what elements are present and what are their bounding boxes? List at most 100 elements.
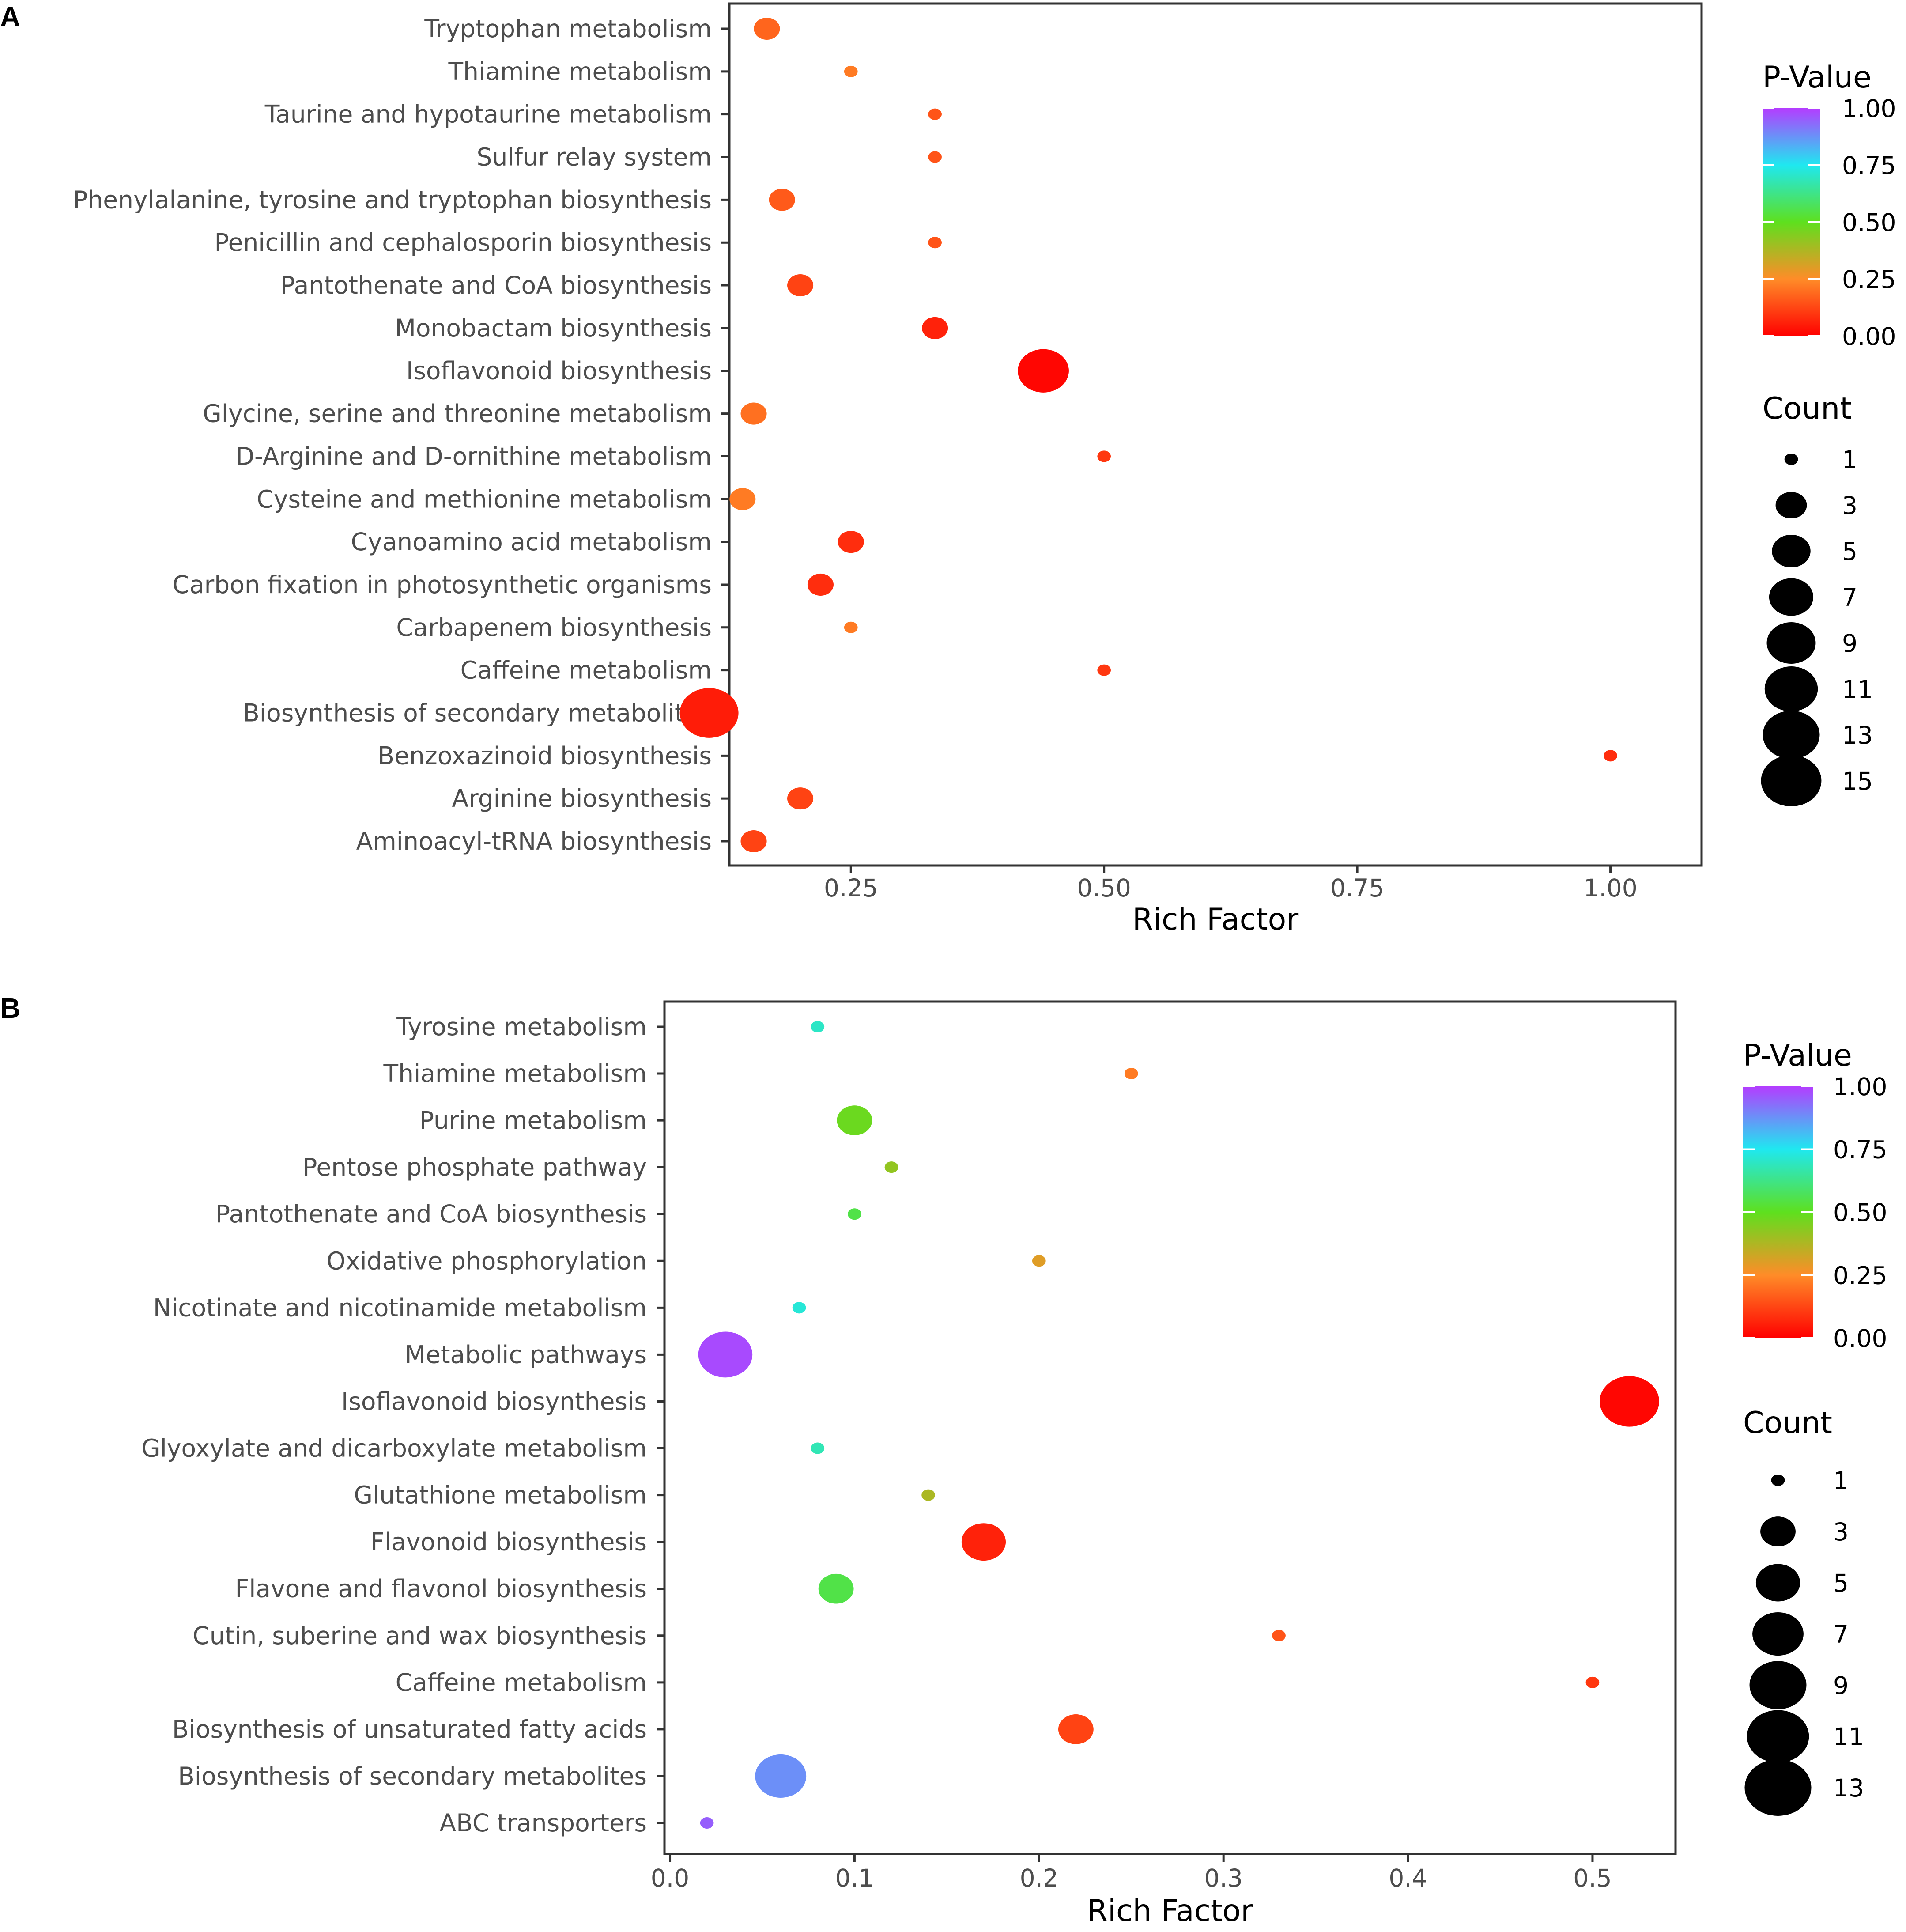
size-legend-label: 13 — [1833, 1774, 1864, 1802]
y-tick-label: ABC transporters — [439, 1809, 647, 1837]
y-tick-label: Arginine biosynthesis — [452, 784, 712, 813]
data-point — [755, 1754, 807, 1798]
colorbar-tick-label: 0.25 — [1833, 1262, 1887, 1290]
y-tick-label: Biosynthesis of unsaturated fatty acids — [172, 1715, 647, 1743]
data-point — [928, 151, 942, 163]
data-point — [729, 488, 756, 510]
data-point — [769, 189, 795, 211]
data-point — [1058, 1714, 1094, 1744]
y-tick-label: Glycine, serine and threonine metabolism — [203, 400, 712, 428]
panel-b-points — [698, 1021, 1659, 1829]
size-legend-key — [1749, 1661, 1807, 1709]
colorbar-tick-label: 1.00 — [1833, 1073, 1887, 1101]
data-point — [700, 1817, 714, 1829]
size-legend-key — [1744, 1759, 1812, 1816]
data-point — [928, 237, 942, 249]
data-point — [740, 830, 767, 853]
size-legend-key — [1755, 1564, 1800, 1602]
x-tick-label: 0.3 — [1204, 1864, 1242, 1892]
y-tick-label: Thiamine metabolism — [383, 1059, 647, 1088]
size-legend-label: 1 — [1842, 446, 1857, 474]
size-legend-label: 11 — [1833, 1723, 1864, 1751]
size-legend-label: 3 — [1842, 492, 1857, 520]
y-tick-label: Purine metabolism — [419, 1106, 647, 1134]
y-tick-label: Caffeine metabolism — [460, 656, 712, 684]
data-point — [792, 1302, 806, 1314]
data-point — [1018, 349, 1069, 393]
data-point — [1097, 450, 1111, 462]
size-legend-label: 9 — [1842, 629, 1857, 658]
colorbar-tick-label: 0.75 — [1842, 151, 1896, 180]
y-tick-label: Aminoacyl-tRNA biosynthesis — [356, 827, 712, 855]
panel-b-x-axis: 0.0 0.1 0.2 0.3 0.4 0.5 — [651, 1854, 1612, 1892]
y-tick-label: Caffeine metabolism — [396, 1668, 647, 1697]
y-tick-label: Isoflavonoid biosynthesis — [406, 357, 712, 385]
size-legend-key — [1761, 755, 1822, 806]
x-tick-label: 0.50 — [1077, 874, 1131, 902]
panel-a-x-axis: 0.25 0.50 0.75 1.00 — [824, 866, 1638, 902]
y-tick-label: Phenylalanine, tyrosine and tryptophan b… — [73, 185, 712, 214]
panel-a-color-legend-title: P-Value — [1763, 60, 1872, 95]
y-tick-label: Isoflavonoid biosynthesis — [341, 1387, 647, 1415]
panel-b-size-legend-title: Count — [1743, 1406, 1832, 1440]
data-point — [928, 108, 942, 120]
y-tick-label: Cysteine and methionine metabolism — [257, 485, 712, 513]
y-tick-label: Nicotinate and nicotinamide metabolism — [153, 1293, 647, 1322]
size-legend-key — [1763, 711, 1820, 759]
x-tick-label: 0.25 — [824, 874, 878, 902]
data-point — [754, 17, 780, 40]
size-legend-label: 11 — [1842, 675, 1873, 703]
size-legend-key — [1784, 454, 1798, 465]
panel-a-color-legend: P-Value 1.00 0.75 0.50 0.25 0.00 — [1763, 60, 1896, 351]
panel-a-colorbar-ticks: 1.00 0.75 0.50 0.25 0.00 — [1763, 95, 1896, 351]
colorbar-tick-label: 0.75 — [1833, 1136, 1887, 1164]
y-tick-label: Oxidative phosphorylation — [327, 1247, 647, 1275]
y-tick-label: Pentose phosphate pathway — [302, 1153, 647, 1181]
size-legend-key — [1771, 1475, 1785, 1486]
panel-a: A Tryptophan metabolism Thiamine metaboli… — [0, 1, 1896, 937]
y-tick-label: Pantothenate and CoA biosynthesis — [280, 271, 712, 299]
panel-b-letter: B — [0, 992, 20, 1024]
data-point — [811, 1442, 825, 1454]
size-legend-label: 5 — [1842, 537, 1857, 566]
panel-a-y-axis: Tryptophan metabolism Thiamine metabolism… — [73, 15, 729, 855]
y-tick-label: Flavonoid biosynthesis — [370, 1528, 647, 1556]
y-tick-label: Cyanoamino acid metabolism — [351, 528, 712, 556]
size-legend-key — [1769, 578, 1814, 616]
y-tick-label: Taurine and hypotaurine metabolism — [264, 100, 712, 129]
colorbar-tick-label: 0.50 — [1833, 1199, 1887, 1227]
data-point — [787, 274, 814, 297]
data-point — [811, 1021, 825, 1032]
panel-a-points — [679, 17, 1617, 853]
data-point — [1032, 1255, 1046, 1267]
size-legend-label: 5 — [1833, 1569, 1849, 1597]
data-point — [848, 1208, 861, 1220]
panel-b-colorbar — [1743, 1086, 1813, 1338]
colorbar-tick-label: 0.50 — [1842, 208, 1896, 237]
y-tick-label: Penicillin and cephalosporin biosynthesi… — [214, 228, 712, 257]
y-tick-label: Tyrosine metabolism — [396, 1013, 647, 1041]
data-point — [740, 402, 767, 425]
y-tick-label: D-Arginine and D-ornithine metabolism — [236, 442, 712, 470]
size-legend-key — [1747, 1710, 1809, 1763]
y-tick-label: Monobactam biosynthesis — [395, 314, 712, 342]
panel-b-color-legend: P-Value 1.00 0.75 0.50 0.25 0.00 — [1743, 1038, 1887, 1353]
y-tick-label: Tryptophan metabolism — [424, 15, 712, 43]
x-tick-label: 0.4 — [1389, 1864, 1427, 1892]
data-point — [922, 317, 948, 339]
data-point — [787, 787, 814, 810]
y-tick-label: Biosynthesis of secondary metabolites — [243, 699, 712, 727]
y-tick-label: Carbon fixation in photosynthetic organi… — [173, 571, 712, 599]
data-point — [837, 1105, 872, 1135]
panel-b-y-axis: Tyrosine metabolism Thiamine metabolism Pu… — [141, 1013, 664, 1837]
size-legend-key — [1752, 1612, 1804, 1656]
data-point — [1097, 664, 1111, 676]
panel-b-x-axis-title: Rich Factor — [1087, 1894, 1253, 1928]
size-legend-label: 7 — [1842, 583, 1857, 612]
y-tick-label: Pantothenate and CoA biosynthesis — [215, 1200, 647, 1228]
y-tick-label: Carbapenem biosynthesis — [396, 613, 712, 642]
y-tick-label: Glyoxylate and dicarboxylate metabolism — [141, 1434, 647, 1463]
colorbar-tick-label: 0.00 — [1833, 1324, 1887, 1353]
colorbar-tick-label: 1.00 — [1842, 95, 1896, 123]
